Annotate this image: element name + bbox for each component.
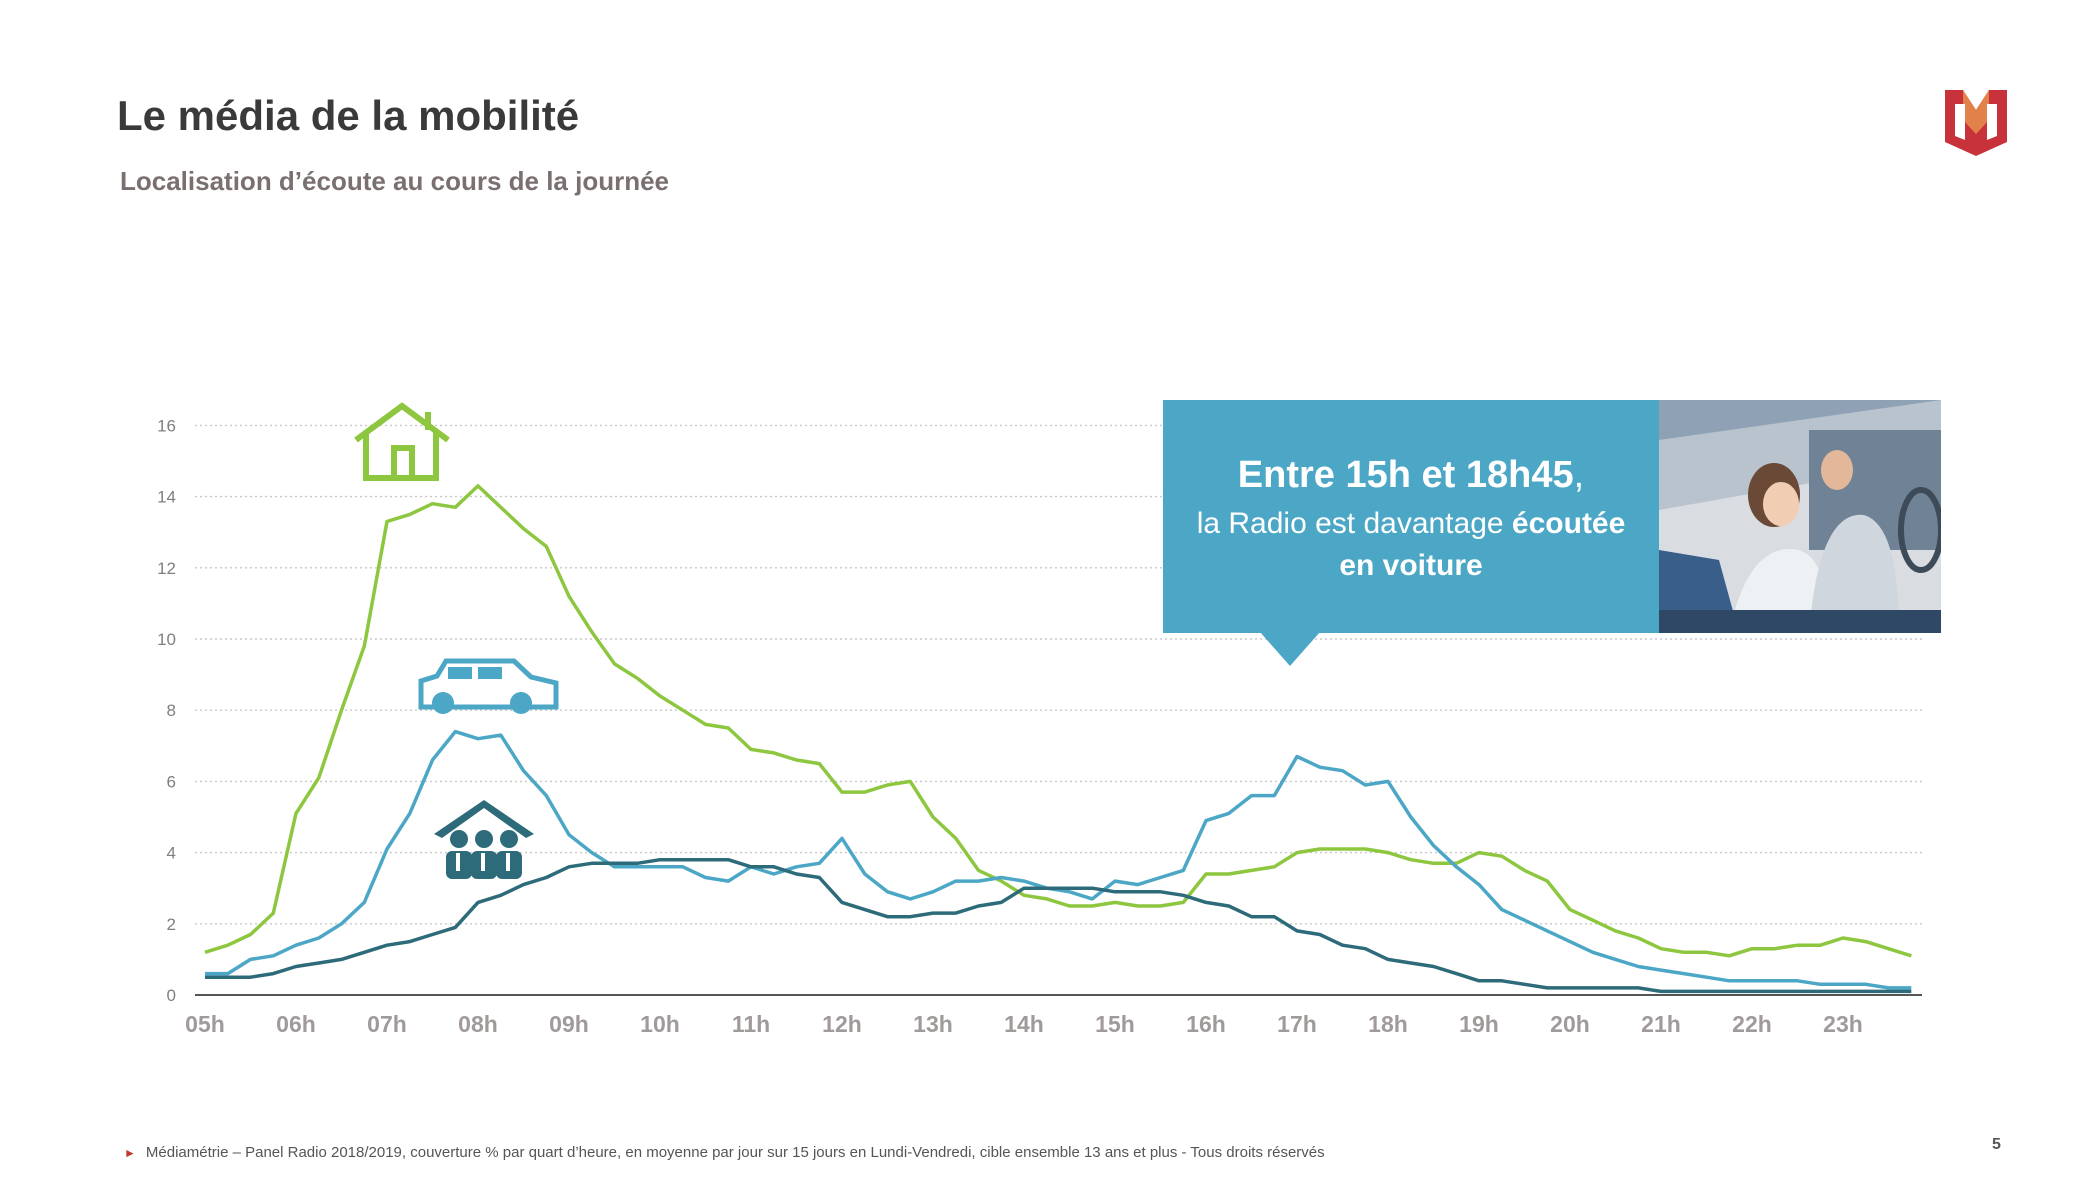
series-line-car bbox=[205, 729, 1912, 990]
y-tick-label: 12 bbox=[157, 559, 176, 578]
y-tick-label: 0 bbox=[167, 986, 176, 1005]
x-tick-label: 23h bbox=[1823, 1011, 1863, 1037]
x-tick-label: 11h bbox=[732, 1011, 770, 1037]
x-tick-label: 21h bbox=[1641, 1011, 1681, 1037]
m-logo-icon bbox=[1945, 90, 2007, 156]
x-tick-label: 19h bbox=[1459, 1011, 1499, 1037]
source-footnote: ► Médiamétrie – Panel Radio 2018/2019, co… bbox=[124, 1144, 1325, 1161]
office-people-icon bbox=[434, 800, 534, 879]
car-passengers-photo bbox=[1659, 400, 1941, 633]
bullet-arrow-icon: ► bbox=[124, 1146, 136, 1160]
y-tick-label: 14 bbox=[157, 488, 176, 507]
x-tick-label: 09h bbox=[549, 1011, 589, 1037]
x-tick-label: 12h bbox=[822, 1011, 862, 1037]
y-tick-label: 16 bbox=[157, 416, 176, 435]
car-icon bbox=[418, 658, 559, 714]
callout-line1-rest: , bbox=[1573, 454, 1585, 496]
x-tick-label: 13h bbox=[913, 1011, 953, 1037]
callout-line3-bold: en voiture bbox=[1339, 549, 1483, 582]
x-tick-label: 16h bbox=[1186, 1011, 1226, 1037]
y-tick-label: 8 bbox=[167, 701, 176, 720]
y-tick-label: 2 bbox=[167, 915, 176, 934]
callout-line2-bold: écoutée bbox=[1511, 507, 1626, 540]
page-title: Le média de la mobilité bbox=[117, 92, 580, 139]
page-subtitle: Localisation d’écoute au cours de la jou… bbox=[120, 166, 670, 196]
y-tick-label: 6 bbox=[167, 772, 176, 791]
series-line-home bbox=[204, 484, 1912, 958]
x-tick-label: 17h bbox=[1277, 1011, 1317, 1037]
series-line-work bbox=[205, 857, 1912, 994]
house-icon bbox=[354, 402, 450, 481]
footnote-text: Médiamétrie – Panel Radio 2018/2019, cou… bbox=[145, 1144, 1325, 1161]
callout-line1-bold: Entre 15h et 18h45 bbox=[1237, 454, 1574, 496]
y-tick-label: 10 bbox=[157, 630, 176, 649]
x-tick-label: 07h bbox=[367, 1011, 407, 1037]
callout-box: Entre 15h et 18h45, la Radio est davanta… bbox=[1163, 400, 1659, 633]
x-tick-label: 18h bbox=[1368, 1011, 1408, 1037]
x-tick-label: 06h bbox=[276, 1011, 316, 1037]
callout-line2: la Radio est davantage bbox=[1196, 507, 1512, 540]
x-tick-label: 20h bbox=[1550, 1011, 1590, 1037]
x-tick-label: 08h bbox=[458, 1011, 498, 1037]
x-tick-label: 15h bbox=[1095, 1011, 1135, 1037]
x-tick-label: 14h bbox=[1004, 1011, 1044, 1037]
x-tick-label: 10h bbox=[640, 1011, 680, 1037]
y-tick-label: 4 bbox=[167, 844, 176, 863]
callout-pointer bbox=[1260, 632, 1320, 666]
page-number: 5 bbox=[1992, 1136, 2001, 1153]
x-tick-label: 22h bbox=[1732, 1011, 1772, 1037]
x-tick-label: 05h bbox=[185, 1011, 225, 1037]
